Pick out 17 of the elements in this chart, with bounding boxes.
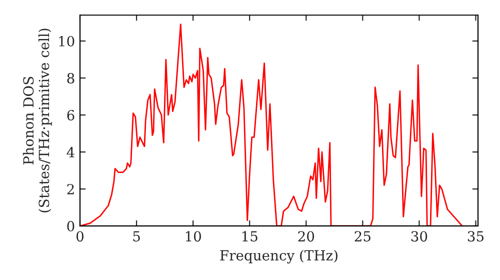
- x-tick-label: 30: [411, 231, 428, 242]
- x-tick-label: 15: [242, 231, 258, 242]
- line-series: [80, 24, 463, 226]
- y-tick-label: 10: [59, 36, 74, 46]
- x-tick-label: 5: [133, 231, 140, 242]
- y-tick-label: 2: [67, 184, 74, 194]
- x-tick-label: 25: [354, 231, 370, 242]
- y-axis-title: Phonon DOS (States/THz·primitive cell): [22, 28, 52, 212]
- x-tick-label: 10: [186, 231, 201, 242]
- y-tick-label: 6: [67, 110, 74, 120]
- x-axis-title: Frequency (THz): [220, 250, 338, 264]
- x-tick-label: 35: [468, 231, 484, 242]
- x-tick-label: 0: [76, 231, 84, 242]
- y-tick-label: 8: [67, 72, 74, 84]
- y-tick-label: 0: [67, 220, 74, 232]
- y-tick-label: 4: [66, 146, 74, 158]
- x-tick-label: 20: [298, 231, 314, 242]
